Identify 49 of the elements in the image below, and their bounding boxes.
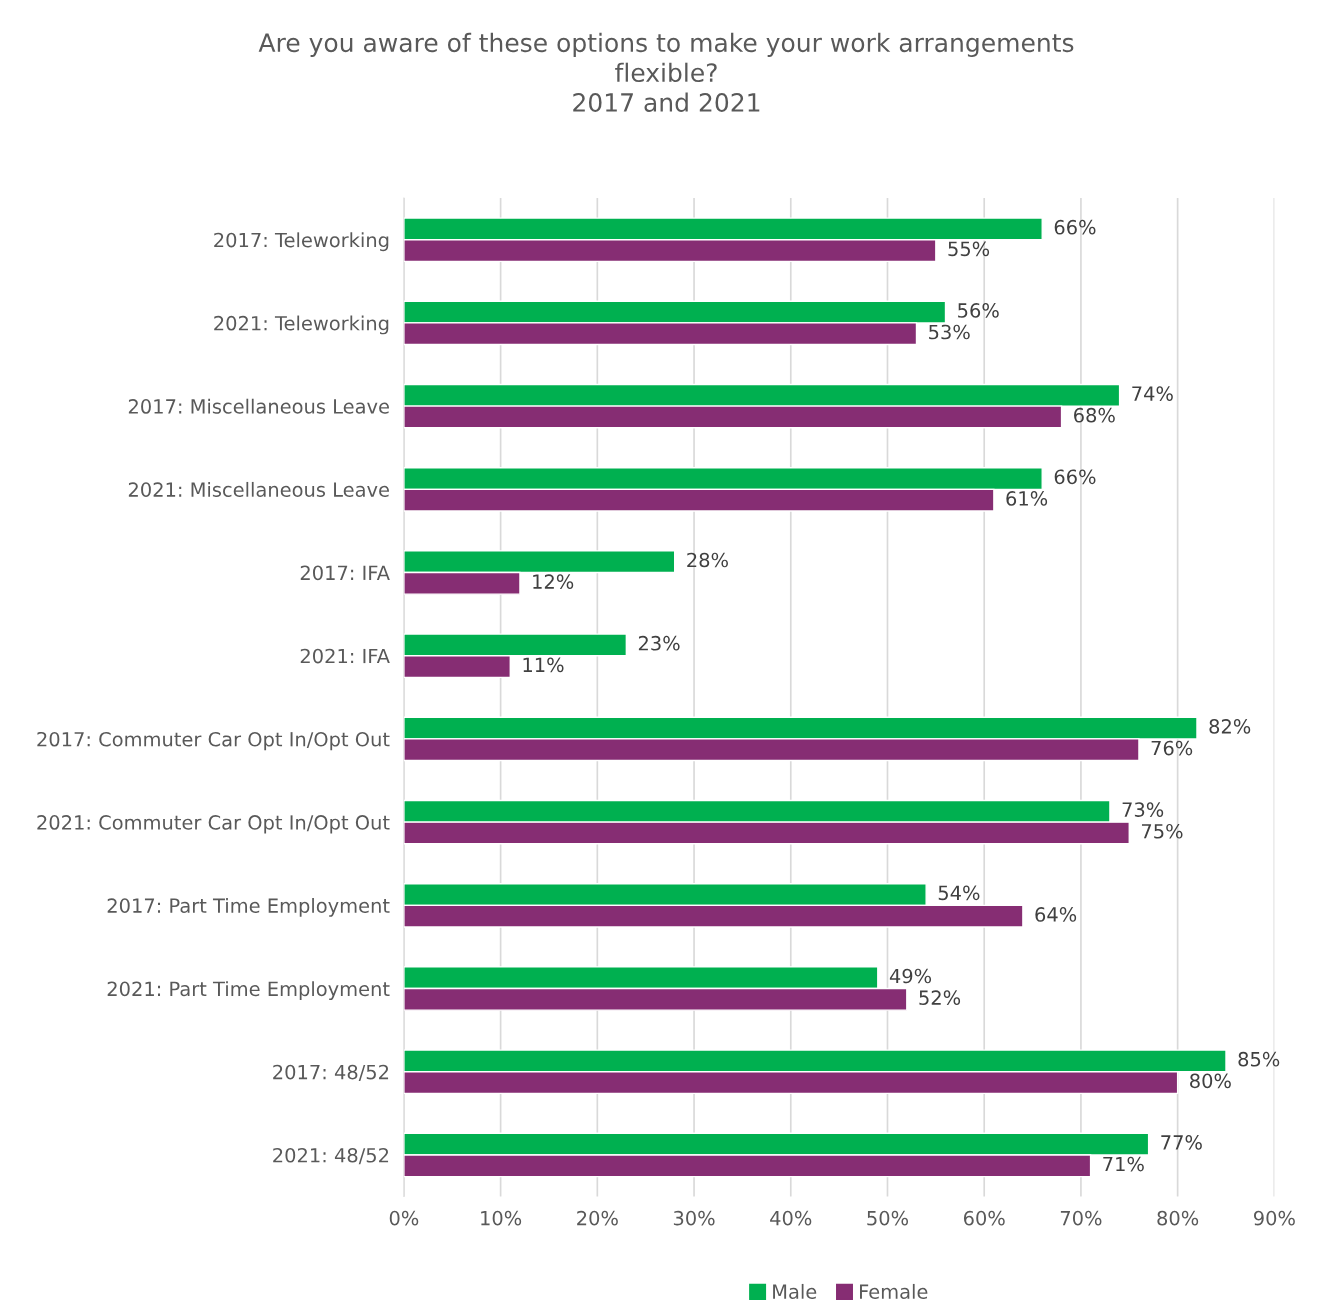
y-tick-label: 2017: Teleworking (214, 232, 389, 252)
data-label: 75% (1141, 823, 1183, 839)
data-label: 56% (958, 303, 999, 318)
x-tick-label: 90% (1253, 1210, 1295, 1226)
data-label: 55% (948, 241, 990, 257)
data-label: 61% (1006, 491, 1048, 506)
x-tick-label: 50% (867, 1210, 909, 1226)
data-label: 77% (1161, 1135, 1202, 1150)
y-tick-label: 2021: 48/52 (273, 1147, 389, 1165)
y-tick-label: 2017: Miscellaneous Leave (128, 398, 389, 414)
data-label: 66% (1054, 469, 1096, 485)
data-label: 23% (638, 635, 680, 651)
data-label: 74% (1132, 386, 1173, 401)
data-label: 68% (1074, 407, 1115, 423)
y-tick-label: 2017: IFA (300, 565, 390, 581)
x-tick-label: 70% (1060, 1210, 1102, 1226)
y-tick-label: 2017: 48/52 (273, 1064, 389, 1081)
legend-label: Female (860, 1283, 928, 1299)
data-label: 54% (938, 885, 980, 901)
y-tick-label: 2021: Miscellaneous Leave (128, 481, 389, 497)
x-tick-label: 40% (770, 1210, 812, 1226)
data-label: 49% (889, 968, 932, 984)
data-label: 85% (1238, 1051, 1280, 1067)
x-tick-label: 80% (1157, 1210, 1199, 1226)
y-tick-label: 2021: Part Time Employment (107, 981, 390, 1000)
x-tick-label: 10% (481, 1210, 522, 1226)
data-label: 64% (1035, 907, 1077, 922)
y-tick-label: 2017: Part Time Employment (107, 897, 390, 917)
y-tick-label: 2017: Commuter Car Opt In/Opt Out (37, 731, 390, 751)
data-label: 52% (919, 990, 961, 1005)
x-tick-label: 30% (673, 1210, 715, 1226)
data-label: 28% (687, 552, 728, 568)
x-tick-label: 60% (963, 1210, 1005, 1226)
data-label: 12% (533, 574, 574, 589)
data-label: 82% (1209, 719, 1251, 734)
data-label: 11% (523, 657, 564, 673)
data-label: 73% (1122, 802, 1164, 817)
data-label: 66% (1054, 219, 1096, 235)
y-tick-label: 2021: Commuter Car Opt In/Opt Out (37, 815, 390, 834)
data-label: 53% (929, 324, 970, 340)
chart-title: Are you aware of these options to make your work arrangements flexible? 2017 and 2021 (258, 32, 1074, 112)
y-tick-label: 2021: Teleworking (214, 315, 389, 335)
data-label: 71% (1103, 1156, 1144, 1172)
y-tick-label: 2021: IFA (300, 648, 390, 664)
legend-label: Male (773, 1283, 817, 1299)
x-tick-label: 20% (577, 1210, 618, 1226)
data-label: 80% (1190, 1073, 1231, 1089)
data-label: 76% (1151, 740, 1193, 756)
x-tick-label: 0% (389, 1210, 419, 1226)
